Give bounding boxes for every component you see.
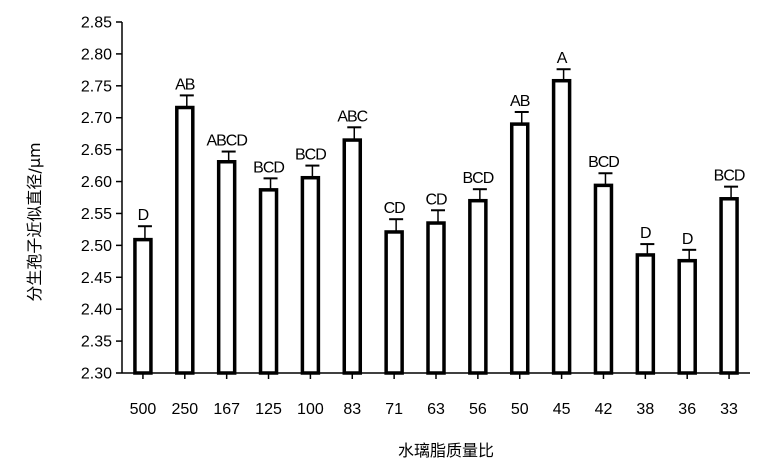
x-tick-label: 36 (678, 401, 696, 418)
significance-label: D (682, 231, 693, 248)
significance-label: BCD (462, 170, 493, 187)
bar (677, 258, 697, 375)
y-tick-label: 2.85 (81, 15, 112, 32)
bar (468, 198, 488, 375)
significance-label: A (557, 50, 568, 67)
x-tick-label: 56 (469, 401, 487, 418)
y-axis-title: 分生孢子近似直径/μm (25, 142, 44, 301)
y-tick-label: 2.75 (81, 78, 112, 95)
bar (133, 237, 153, 375)
error-bars (137, 68, 739, 261)
bar (593, 183, 614, 375)
bar (216, 160, 237, 375)
x-axis-title: 水璃脂质量比 (398, 441, 494, 460)
significance-label: ABC (337, 108, 367, 125)
y-tick-label: 2.45 (81, 270, 112, 287)
x-tick-label: 50 (511, 401, 529, 418)
x-tick-label: 125 (255, 401, 282, 418)
x-tick-label: 100 (297, 401, 324, 418)
bar (509, 122, 530, 375)
x-tick-label: 250 (171, 401, 198, 418)
x-tick-label: 83 (343, 401, 361, 418)
significance-label: CD (425, 191, 447, 208)
significance-label: D (640, 225, 651, 242)
significance-label: BCD (295, 147, 326, 164)
y-tick-label: 2.80 (81, 46, 112, 63)
significance-label: BCD (588, 154, 619, 171)
x-tick-label: 38 (636, 401, 654, 418)
x-tick-label: 63 (427, 401, 445, 418)
x-tick-label: 71 (385, 401, 403, 418)
y-tick-label: 2.40 (81, 302, 112, 319)
bar (426, 221, 446, 375)
x-tick-label: 33 (720, 401, 738, 418)
significance-label: CD (384, 200, 406, 217)
y-tick-label: 2.30 (81, 366, 112, 383)
y-tick-label: 2.65 (81, 142, 112, 159)
x-tick-label: 42 (595, 401, 613, 418)
x-tick-label: 45 (553, 401, 571, 418)
significance-label: AB (510, 93, 530, 110)
significance-label: BCD (253, 159, 284, 176)
bar (551, 78, 572, 375)
x-tick-label: 500 (130, 401, 157, 418)
significance-label: BCD (714, 168, 745, 185)
bar (175, 105, 195, 375)
y-tick-label: 2.70 (81, 110, 112, 127)
bar (384, 230, 404, 375)
significance-label: ABCD (206, 133, 247, 150)
bar (719, 197, 739, 375)
bar (300, 175, 321, 375)
bar (635, 253, 656, 375)
y-tick-label: 2.55 (81, 206, 112, 223)
bar (258, 188, 279, 375)
x-axis-ticks: 500 250 167 125 100 83 71 63 56 50 45 42 38 36 33 (130, 373, 738, 418)
y-axis-ticks: 2.30 2.35 2.40 2.45 2.50 2.55 2.60 2.65 2.70 2.75… (81, 15, 122, 383)
y-tick-label: 2.60 (81, 174, 112, 191)
bar (342, 138, 363, 375)
y-tick-label: 2.35 (81, 334, 112, 351)
significance-label: AB (175, 76, 195, 93)
y-tick-label: 2.50 (81, 238, 112, 255)
significance-label: D (138, 207, 149, 224)
x-tick-label: 167 (213, 401, 240, 418)
